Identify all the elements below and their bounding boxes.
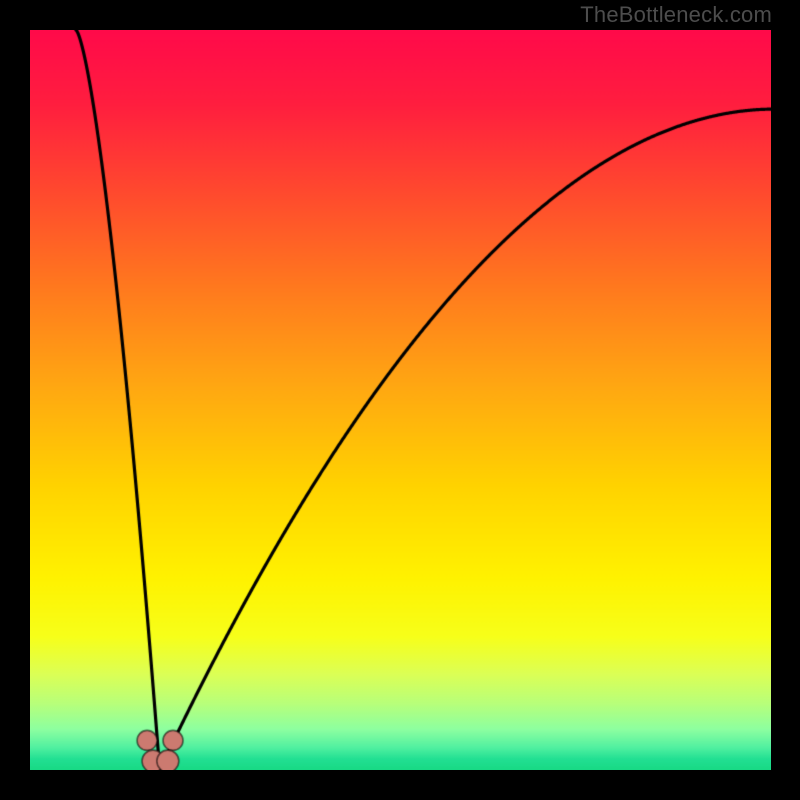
bottleneck-curve — [30, 30, 771, 770]
watermark-text: TheBottleneck.com — [580, 2, 772, 28]
plot-area — [30, 30, 771, 770]
chart-container: TheBottleneck.com — [0, 0, 800, 800]
